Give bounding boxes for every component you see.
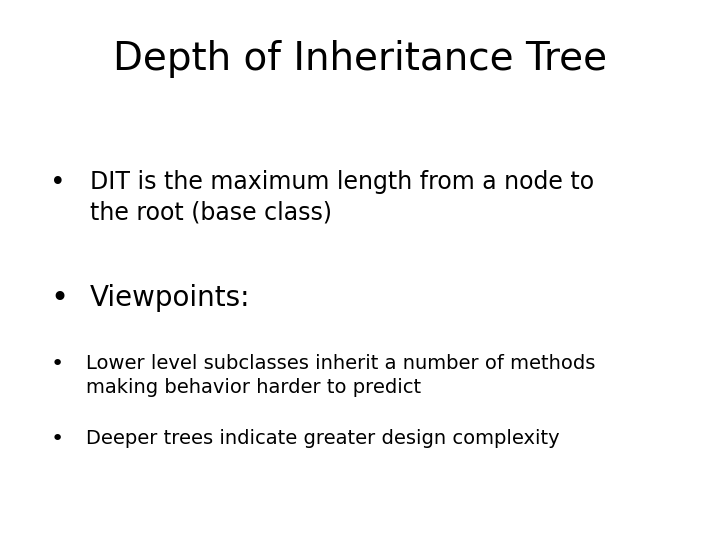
Text: •: • xyxy=(50,429,63,449)
Text: •: • xyxy=(50,170,66,196)
Text: Depth of Inheritance Tree: Depth of Inheritance Tree xyxy=(113,40,607,78)
Text: •: • xyxy=(50,284,68,313)
Text: Lower level subclasses inherit a number of methods
making behavior harder to pre: Lower level subclasses inherit a number … xyxy=(86,354,595,397)
Text: Deeper trees indicate greater design complexity: Deeper trees indicate greater design com… xyxy=(86,429,560,448)
Text: DIT is the maximum length from a node to
the root (base class): DIT is the maximum length from a node to… xyxy=(90,170,594,225)
Text: Viewpoints:: Viewpoints: xyxy=(90,284,251,312)
Text: •: • xyxy=(50,354,63,374)
